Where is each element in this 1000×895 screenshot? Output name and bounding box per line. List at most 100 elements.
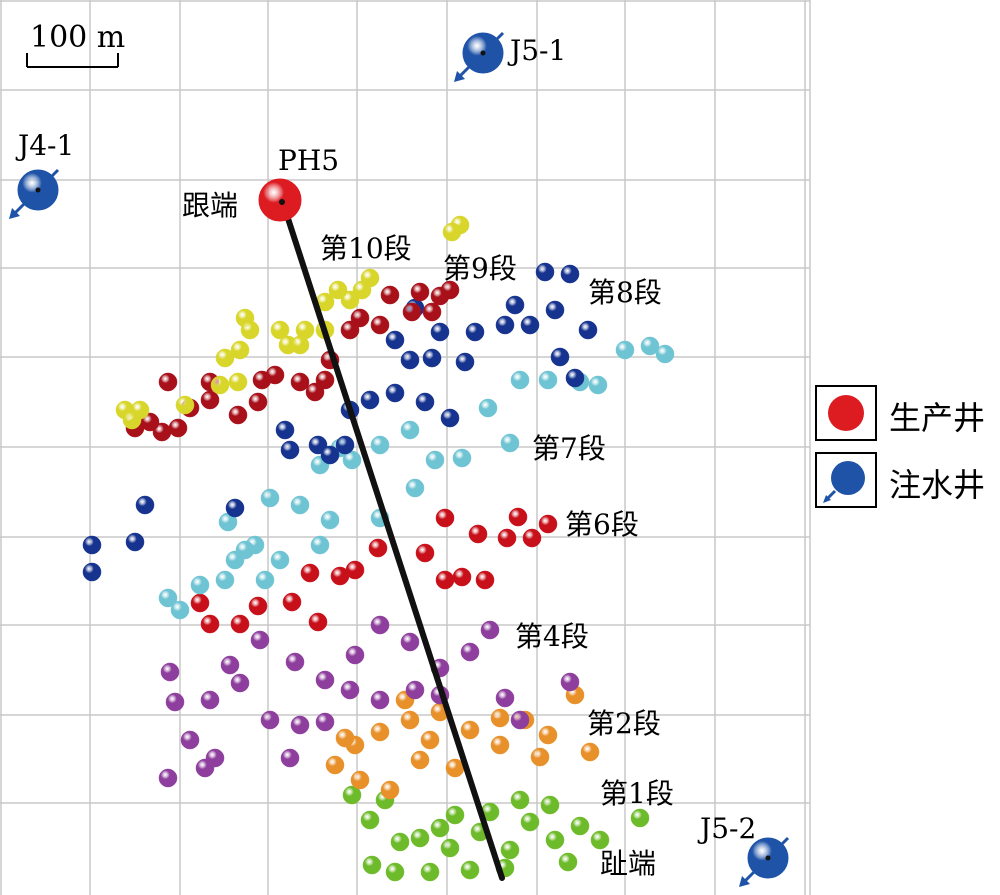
event-point-stage_1-3 <box>440 838 460 858</box>
event-point-stage_9-10 <box>315 370 335 390</box>
event-point-stage_6-18 <box>282 592 302 612</box>
event-point-stage_8-21 <box>308 435 328 455</box>
event-point-stage_1-20 <box>360 810 380 830</box>
event-point-stage_7-22 <box>538 370 558 390</box>
event-point-stage_4-6 <box>315 670 335 690</box>
event-point-stage_1-10 <box>460 860 480 880</box>
event-point-stage_1-19 <box>342 785 362 805</box>
event-point-stage_8-5 <box>505 295 525 315</box>
event-point-stage_6-5 <box>538 514 558 534</box>
event-point-stage_7-1 <box>170 600 190 620</box>
event-point-stage_9-2 <box>440 280 460 300</box>
event-point-stage_2-12 <box>380 780 400 800</box>
event-point-stage_6-13 <box>475 570 495 590</box>
event-point-stage_8-22 <box>320 445 340 465</box>
event-point-stage_8-4 <box>520 315 540 335</box>
event-point-stage_8-10 <box>385 330 405 350</box>
event-point-stage_1-21 <box>430 818 450 838</box>
event-point-stage_8-8 <box>430 322 450 342</box>
event-point-stage_9-0 <box>410 282 430 302</box>
event-point-stage_4-8 <box>370 615 390 635</box>
microseismic-events <box>82 215 675 882</box>
injector-well-J5-2: J5-2 <box>697 812 790 887</box>
event-point-stage_6-11 <box>435 570 455 590</box>
stage-label-6: 第2段 <box>587 707 661 740</box>
event-point-stage_10-16 <box>210 375 230 395</box>
event-point-stage_7-20 <box>500 433 520 453</box>
event-point-stage_10-21 <box>122 410 142 430</box>
stage-label-1: 第9段 <box>443 252 517 285</box>
event-point-stage_10-1 <box>442 222 462 242</box>
event-point-stage_6-10 <box>415 543 435 563</box>
event-point-stage_9-19 <box>168 418 188 438</box>
scale-bar-label: 100 m <box>30 20 125 55</box>
legend-label-injector: 注水井 <box>889 466 986 504</box>
event-point-stage_10-13 <box>240 320 260 340</box>
legend-swatch-producer <box>815 385 877 441</box>
event-point-stage_1-6 <box>520 812 540 832</box>
event-point-stage_4-16 <box>165 692 185 712</box>
injector-arrow-head <box>739 876 750 887</box>
event-point-stage_1-5 <box>500 840 520 860</box>
event-point-stage_6-17 <box>248 596 268 616</box>
event-point-stage_8-1 <box>560 264 580 284</box>
event-point-stage_7-24 <box>588 375 608 395</box>
event-point-stage_1-11 <box>420 862 440 882</box>
heel-label: 跟端 <box>182 189 238 222</box>
stage-label-0: 第10段 <box>320 232 412 265</box>
event-point-stage_4-12 <box>480 620 500 640</box>
legend-item-injector: 注水井 <box>815 452 1000 514</box>
event-point-stage_7-21 <box>510 370 530 390</box>
event-point-stage_1-17 <box>558 852 578 872</box>
event-point-stage_6-2 <box>497 528 517 548</box>
event-point-stage_4-3 <box>220 655 240 675</box>
injector-center <box>480 50 486 56</box>
injector-label: J4-1 <box>15 129 74 162</box>
event-point-stage_1-8 <box>570 816 590 836</box>
producer-wellbore <box>279 197 505 881</box>
event-point-stage_2-2 <box>370 722 390 742</box>
event-point-stage_4-5 <box>285 652 305 672</box>
legend-label-producer: 生产井 <box>889 399 986 437</box>
series-stage_10 <box>115 215 470 430</box>
toe-label: 趾端 <box>600 847 656 880</box>
event-point-stage_7-9 <box>260 488 280 508</box>
event-point-stage_10-17 <box>228 372 248 392</box>
scale-bar: 100 m <box>26 20 125 68</box>
event-point-stage_8-26 <box>82 535 102 555</box>
injector-arrow-head <box>9 208 20 219</box>
event-point-stage_9-3 <box>422 302 442 322</box>
event-point-stage_1-0 <box>362 855 382 875</box>
red-disc-icon <box>828 395 864 431</box>
event-point-stage_10-4 <box>340 290 360 310</box>
event-point-stage_9-8 <box>340 320 360 340</box>
event-point-stage_4-4 <box>250 630 270 650</box>
event-point-stage_7-25 <box>615 340 635 360</box>
stage-label-5: 第4段 <box>515 620 589 653</box>
event-point-stage_8-29 <box>550 347 570 367</box>
event-point-stage_6-14 <box>190 593 210 613</box>
event-point-stage_8-2 <box>578 320 598 340</box>
event-point-stage_6-15 <box>200 614 220 634</box>
producer-well-label: PH5 <box>278 144 339 177</box>
event-point-stage_10-15 <box>215 348 235 368</box>
map-grid <box>0 0 811 895</box>
event-point-stage_4-23 <box>405 680 425 700</box>
event-point-stage_1-16 <box>540 795 560 815</box>
event-point-stage_8-6 <box>495 315 515 335</box>
event-point-stage_8-24 <box>135 495 155 515</box>
event-point-stage_1-12 <box>385 862 405 882</box>
event-point-stage_4-18 <box>260 710 280 730</box>
event-point-stage_1-9 <box>590 830 610 850</box>
producer-well-center <box>279 199 285 205</box>
event-point-stage_8-28 <box>225 498 245 518</box>
event-point-stage_8-17 <box>415 392 435 412</box>
event-point-stage_9-23 <box>158 372 178 392</box>
event-point-stage_6-9 <box>368 538 388 558</box>
stage-label-3: 第7段 <box>532 432 606 465</box>
event-point-stage_9-7 <box>350 308 370 328</box>
event-point-stage_8-13 <box>455 352 475 372</box>
event-point-stage_4-11 <box>460 642 480 662</box>
wellbore-line <box>279 197 505 881</box>
